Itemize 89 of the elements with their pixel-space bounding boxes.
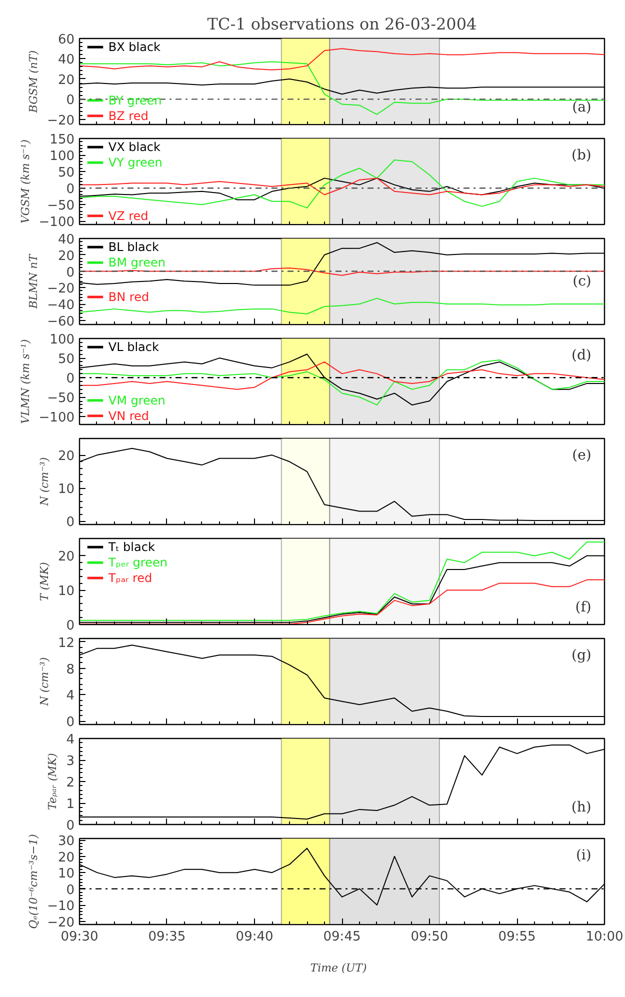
text: VX black bbox=[108, 140, 161, 154]
y-tick-label: −20 bbox=[47, 915, 75, 930]
y-axis-title: BLMN nT bbox=[27, 252, 40, 310]
y-tick-label: 60 bbox=[58, 32, 75, 48]
text: VY green bbox=[108, 156, 162, 170]
y-tick-label: 150 bbox=[50, 132, 75, 148]
legend-label: BL black bbox=[108, 240, 160, 254]
y-tick-label: 4 bbox=[66, 688, 75, 704]
y-tick-label: 50 bbox=[58, 352, 75, 368]
y-tick-label: 10 bbox=[58, 482, 75, 498]
x-tick-label: 09:50 bbox=[410, 930, 448, 944]
y-tick-label: −40 bbox=[47, 298, 75, 314]
legend-label: BX black bbox=[108, 40, 161, 54]
y-tick-label: −50 bbox=[47, 391, 75, 406]
annotation: (a) bbox=[572, 99, 592, 116]
y-tick-label: 20 bbox=[58, 72, 75, 88]
legend-label: VN red bbox=[108, 408, 150, 423]
y-tick-label: 20 bbox=[58, 248, 75, 264]
x-axis-title: Time (UT) bbox=[310, 962, 367, 974]
line-series bbox=[80, 178, 604, 196]
x-tick-label: 09:45 bbox=[323, 930, 361, 944]
annotation: (d) bbox=[571, 348, 592, 364]
line-series bbox=[80, 160, 604, 208]
annotation: (c) bbox=[572, 274, 592, 290]
y-axis-title: VLMN (km s⁻¹) bbox=[18, 339, 32, 424]
y-tick-label: 0 bbox=[66, 882, 75, 898]
y-tick-label: 10 bbox=[58, 866, 75, 882]
y-tick-label: 12 bbox=[58, 636, 75, 651]
legend-label: Tₜ black bbox=[107, 540, 155, 554]
y-tick-label: 0 bbox=[66, 618, 75, 634]
legend-label: Tₚₐᵣ red bbox=[107, 571, 152, 586]
annotation: (g) bbox=[571, 648, 592, 664]
y-tick-label: 50 bbox=[58, 166, 75, 181]
y-tick-label: −10 bbox=[47, 899, 75, 914]
y-tick-label: 2 bbox=[66, 776, 75, 790]
y-tick-label: −60 bbox=[47, 314, 75, 330]
text: VZ red bbox=[108, 208, 148, 223]
legend-label: BN red bbox=[108, 290, 150, 304]
y-axis-title: VGSM (km s⁻¹) bbox=[18, 139, 32, 224]
y-axis-title: N (cm⁻³) bbox=[38, 457, 51, 507]
y-tick-label: −100 bbox=[38, 410, 75, 426]
series-label: VM green bbox=[108, 393, 166, 408]
y-tick-label: −20 bbox=[47, 282, 75, 297]
y-axis-title: BGSM (nT) bbox=[27, 50, 40, 114]
y-tick-label: 20 bbox=[58, 850, 75, 866]
y-tick-label: 0 bbox=[66, 182, 75, 198]
y-tick-label: 0 bbox=[66, 515, 75, 530]
y-tick-label: 20 bbox=[58, 550, 75, 565]
y-tick-label: 0 bbox=[66, 265, 75, 280]
annotation: (f) bbox=[575, 599, 592, 616]
y-tick-label: 8 bbox=[66, 662, 75, 678]
y-tick-label: 40 bbox=[58, 232, 75, 248]
y-axis-title: N (cm⁻³) bbox=[38, 657, 51, 707]
legend-label: BY green bbox=[108, 93, 162, 108]
annotation: (i) bbox=[576, 848, 592, 864]
y-tick-label: 3 bbox=[66, 754, 75, 769]
annotation: (b) bbox=[571, 148, 592, 164]
y-tick-label: 40 bbox=[58, 52, 75, 68]
y-axis-title: Teₚₐᵣ (MK) bbox=[46, 753, 60, 810]
x-tick-label: 09:30 bbox=[60, 930, 98, 944]
y-tick-label: −100 bbox=[38, 215, 75, 230]
legend-label: BM green bbox=[108, 256, 166, 270]
y-tick-label: −50 bbox=[47, 198, 75, 214]
y-axis-title: T (MK) bbox=[38, 562, 51, 601]
y-tick-label: 0 bbox=[66, 372, 75, 387]
y-tick-label: 100 bbox=[50, 332, 75, 348]
y-tick-label: 100 bbox=[50, 149, 75, 164]
annotation: (e) bbox=[572, 448, 592, 464]
x-tick-label: 09:35 bbox=[148, 930, 186, 944]
annotation: (h) bbox=[571, 799, 592, 816]
legend-label: Tₚₑᵣ green bbox=[107, 556, 168, 570]
y-axis-title: Qₑ(10⁻⁶cm⁻³s−1) bbox=[27, 834, 40, 929]
y-tick-label: 0 bbox=[66, 818, 75, 834]
line-series bbox=[80, 361, 604, 390]
y-tick-label: 1 bbox=[66, 797, 75, 812]
y-tick-label: 0 bbox=[66, 93, 75, 108]
y-tick-label: 10 bbox=[58, 584, 75, 600]
chart-title: TC-1 observations on 26-03-2004 bbox=[207, 14, 477, 34]
y-tick-label: 0 bbox=[66, 715, 75, 730]
y-tick-label: −20 bbox=[47, 113, 75, 128]
y-tick-label: 30 bbox=[58, 834, 75, 850]
x-tick-label: 10:00 bbox=[586, 930, 624, 944]
line-series bbox=[80, 541, 604, 621]
x-tick-label: 09:40 bbox=[236, 930, 274, 944]
x-tick-label: 09:55 bbox=[498, 930, 536, 944]
y-tick-label: 20 bbox=[58, 449, 75, 464]
y-tick-label: 4 bbox=[66, 732, 75, 748]
series-label: VL black bbox=[108, 340, 159, 354]
legend-label: BZ red bbox=[108, 108, 148, 123]
